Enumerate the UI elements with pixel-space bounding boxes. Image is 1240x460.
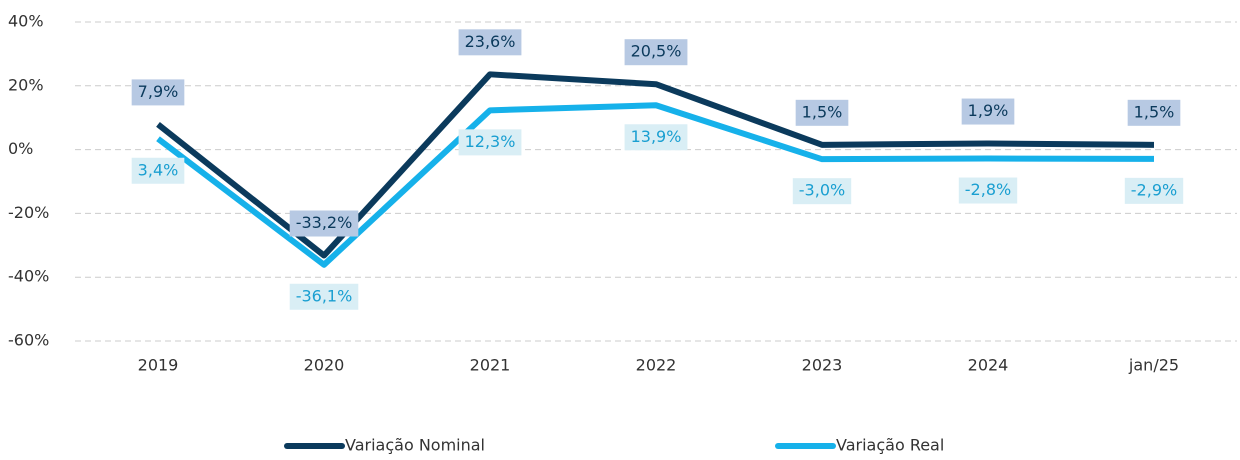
x-tick-label: 2020	[304, 356, 345, 375]
value-label: 20,5%	[631, 42, 682, 61]
x-tick-label: 2023	[802, 356, 843, 375]
value-label-bg	[961, 98, 1015, 125]
value-label-bg	[1124, 177, 1184, 204]
y-tick-label: -40%	[8, 267, 49, 286]
value-label: 1,5%	[802, 102, 843, 121]
value-label-bg	[458, 129, 522, 156]
value-label: 7,9%	[138, 82, 179, 101]
value-label-bg	[458, 29, 522, 56]
value-label: 1,5%	[1134, 102, 1175, 121]
value-label-bg	[792, 178, 852, 205]
series-line	[156, 102, 1155, 268]
x-tick-label: 2021	[470, 356, 511, 375]
value-label: -36,1%	[296, 286, 353, 305]
value-label: -3,0%	[799, 181, 845, 200]
value-label-bg	[795, 99, 849, 126]
value-label-bg	[958, 177, 1018, 204]
x-tick-label: jan/25	[1128, 356, 1179, 375]
value-label-bg	[131, 157, 185, 184]
x-tick-label: 2024	[968, 356, 1009, 375]
y-tick-label: -60%	[8, 331, 49, 350]
y-tick-label: 20%	[8, 75, 44, 94]
value-label: 12,3%	[465, 132, 516, 151]
value-label: 1,9%	[968, 101, 1009, 120]
legend-label: Variação Real	[836, 436, 944, 455]
y-tick-label: 40%	[8, 12, 44, 31]
value-label-bg	[131, 79, 185, 106]
value-label: -2,9%	[1131, 180, 1177, 199]
y-tick-label: -20%	[8, 203, 49, 222]
value-label: 3,4%	[138, 160, 179, 179]
series-line	[156, 71, 1155, 259]
value-label: 23,6%	[465, 32, 516, 51]
legend-label: Variação Nominal	[345, 436, 485, 455]
value-label: -2,8%	[965, 180, 1011, 199]
value-label: -33,2%	[296, 213, 353, 232]
value-label-bg	[289, 283, 359, 310]
y-tick-label: 0%	[8, 139, 33, 158]
value-label-bg	[624, 124, 688, 151]
x-tick-label: 2019	[138, 356, 179, 375]
value-label-bg	[289, 210, 359, 237]
value-label-bg	[624, 39, 688, 66]
value-label-bg	[1127, 99, 1181, 126]
x-tick-label: 2022	[636, 356, 677, 375]
value-label: 13,9%	[631, 127, 682, 146]
